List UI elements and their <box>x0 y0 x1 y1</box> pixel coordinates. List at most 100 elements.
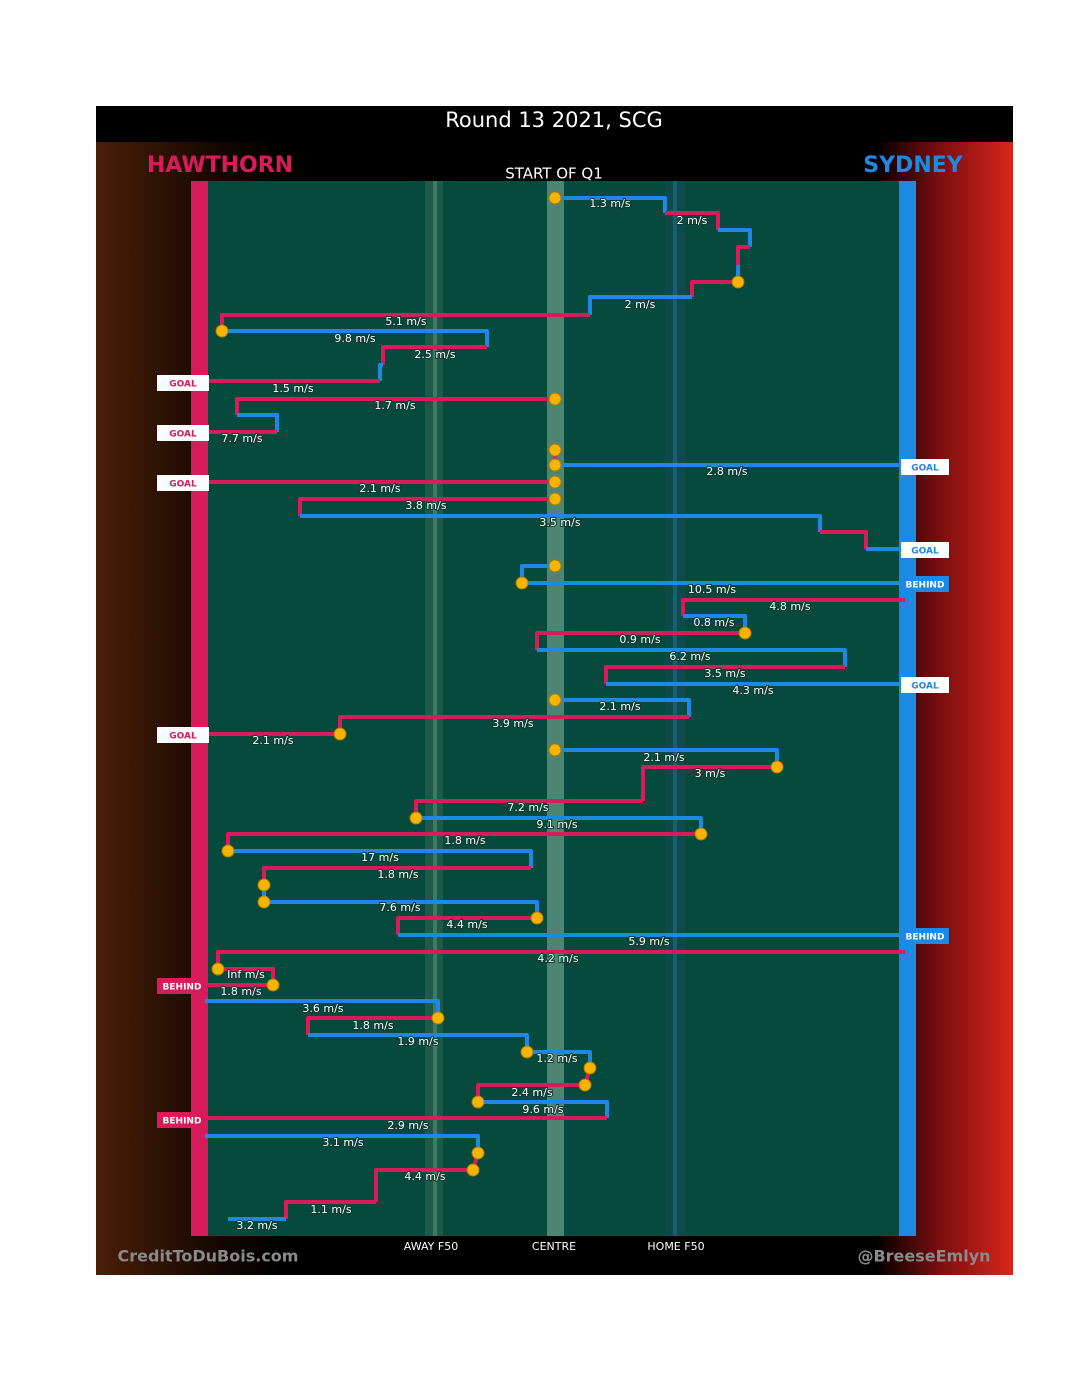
pass-speed: 3.2 m/s <box>236 1219 277 1232</box>
pass-speed: 1.8 m/s <box>352 1019 393 1032</box>
team-right: SYDNEY <box>863 153 963 178</box>
title-bar <box>96 106 1013 142</box>
outcome-label: GOAL <box>911 682 939 692</box>
chain-segment <box>235 397 555 415</box>
chain-segment <box>718 228 752 247</box>
pass-speed: Inf m/s <box>227 968 265 981</box>
possession-marker <box>578 1078 592 1092</box>
pass-speed: 1.8 m/s <box>444 834 485 847</box>
outcome-box <box>901 542 949 558</box>
chain-segment <box>478 1100 609 1118</box>
title: Round 13 2021, SCG <box>445 108 663 132</box>
pass-speed: 1.8 m/s <box>220 985 261 998</box>
pass-speed: 4.4 m/s <box>404 1170 445 1183</box>
outcome-label: GOAL <box>911 464 939 474</box>
pass-speed: 4.2 m/s <box>537 952 578 965</box>
pass-speed: 7.2 m/s <box>507 801 548 814</box>
pass-speed: 17 m/s <box>361 851 399 864</box>
outcome-box <box>157 1112 207 1128</box>
pass-speed: 4.4 m/s <box>446 918 487 931</box>
chain-segment <box>378 363 383 381</box>
pass-speed: 2.1 m/s <box>359 482 400 495</box>
pass-speed: 2.1 m/s <box>252 734 293 747</box>
pass-speed: 7.6 m/s <box>379 901 420 914</box>
chain-segment <box>237 413 279 432</box>
possession-marker <box>333 727 347 741</box>
pass-speed: 1.1 m/s <box>310 1203 351 1216</box>
team-left: HAWTHORN <box>147 153 293 178</box>
pass-speed: 2.4 m/s <box>511 1086 552 1099</box>
chain-segment <box>381 345 487 365</box>
possession-marker <box>520 1045 534 1059</box>
outcome-box <box>901 459 949 475</box>
chain-segment <box>537 648 847 667</box>
pass-speed: 3.5 m/s <box>539 516 580 529</box>
possession-marker <box>257 895 271 909</box>
outcome-box <box>901 576 949 592</box>
outcome-label: GOAL <box>169 380 197 390</box>
centre-strip <box>547 181 564 1236</box>
outcome-box <box>157 727 209 743</box>
possession-marker <box>548 492 562 506</box>
field-label: AWAY F50 <box>404 1240 458 1253</box>
chain-segment <box>820 530 868 549</box>
chain-segment <box>690 280 738 297</box>
possession-marker <box>583 1061 597 1075</box>
pass-speed: 2.1 m/s <box>599 700 640 713</box>
chain-segment <box>300 514 822 532</box>
credit: @BreeseEmlyn <box>857 1247 990 1266</box>
pass-speed: 1.7 m/s <box>374 399 415 412</box>
chain-segment <box>555 698 691 717</box>
field-label: CENTRE <box>532 1240 576 1253</box>
outcome-box <box>157 475 209 491</box>
pass-speed: 2 m/s <box>625 298 656 311</box>
pass-speed: 3.6 m/s <box>302 1002 343 1015</box>
chain-segment <box>588 295 692 315</box>
possession-marker <box>257 878 271 892</box>
home-f50-line <box>673 181 677 1236</box>
away-f50-line <box>433 181 437 1236</box>
possession-marker <box>694 827 708 841</box>
possession-marker <box>738 626 752 640</box>
pass-speed: 6.2 m/s <box>669 650 710 663</box>
outcome-box <box>901 928 949 944</box>
pass-speed: 3.5 m/s <box>704 667 745 680</box>
pass-speed: 10.5 m/s <box>688 583 736 596</box>
left-goal-line <box>191 181 208 1236</box>
outcome-box <box>157 425 209 441</box>
possession-marker <box>409 811 423 825</box>
pass-speed: 1.8 m/s <box>377 868 418 881</box>
outcome-label: GOAL <box>169 430 197 440</box>
possession-marker <box>211 962 225 976</box>
pass-speed: 3.9 m/s <box>492 717 533 730</box>
possession-marker <box>215 324 229 338</box>
right-goal-line <box>899 181 916 1236</box>
chain-segment <box>298 497 555 516</box>
chain-segment <box>641 765 777 801</box>
outcome-box <box>157 375 209 391</box>
pass-speed: 5.1 m/s <box>385 315 426 328</box>
pass-speed: 5.9 m/s <box>628 935 669 948</box>
possession-marker <box>515 576 529 590</box>
possession-marker <box>548 443 562 457</box>
chain-segment <box>736 245 750 265</box>
chain-segment <box>374 1168 473 1202</box>
outcome-label: BEHIND <box>906 581 945 591</box>
possession-marker <box>770 760 784 774</box>
chain-segment <box>228 849 533 868</box>
start-label: START OF Q1 <box>505 165 603 183</box>
chain-segment <box>535 631 745 650</box>
pass-speed: 2.8 m/s <box>706 465 747 478</box>
pass-speed: 9.1 m/s <box>536 818 577 831</box>
chain-segment <box>284 1200 376 1219</box>
chain-segment <box>222 329 489 347</box>
pass-speed: 1.9 m/s <box>397 1035 438 1048</box>
possession-marker <box>548 693 562 707</box>
pass-speed: 2.1 m/s <box>643 751 684 764</box>
pass-speed: 4.8 m/s <box>769 600 810 613</box>
chain-segment <box>665 211 720 230</box>
possession-marker <box>266 978 280 992</box>
chain-segment <box>555 196 667 213</box>
